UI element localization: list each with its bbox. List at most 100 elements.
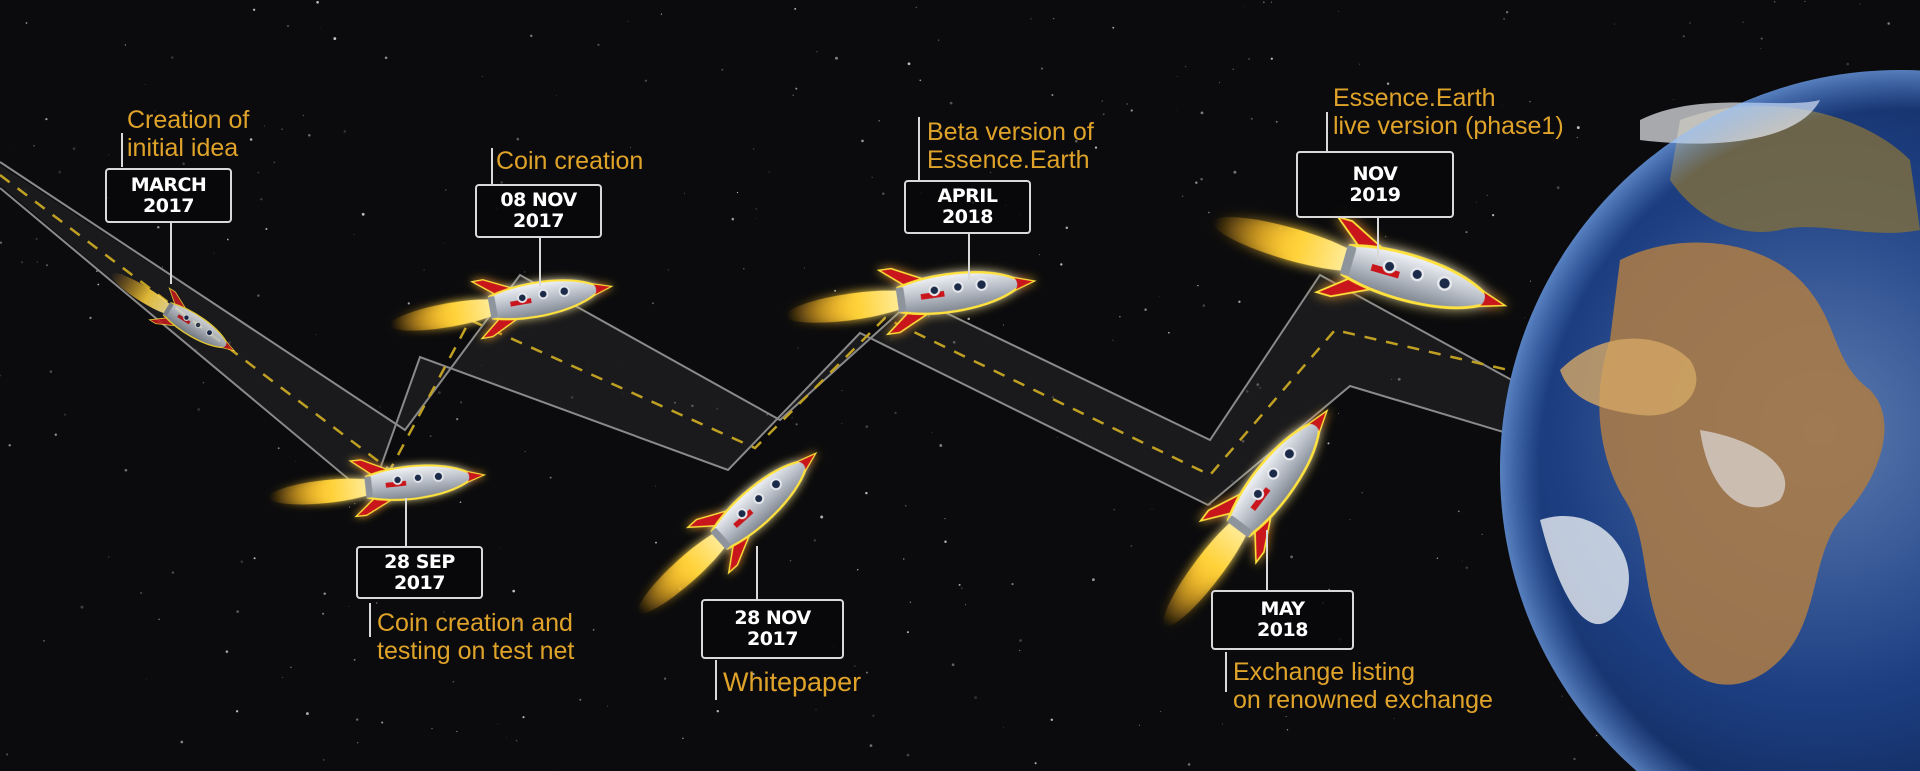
star <box>789 559 792 562</box>
star <box>797 347 799 349</box>
star <box>965 604 966 606</box>
star <box>958 583 961 586</box>
connector-line <box>715 660 717 700</box>
star <box>1243 5 1244 7</box>
star <box>444 189 447 191</box>
connector-line <box>918 117 920 181</box>
star <box>437 391 441 395</box>
connector-line <box>491 148 493 184</box>
star <box>108 154 110 156</box>
star <box>1002 726 1004 728</box>
star <box>522 716 525 719</box>
star <box>944 540 947 544</box>
star <box>1051 93 1054 97</box>
star <box>8 444 11 447</box>
star <box>1187 763 1191 766</box>
star <box>1262 1 1265 4</box>
date-line-1: NOV <box>1352 162 1398 185</box>
star <box>1503 18 1505 20</box>
star <box>1065 226 1069 230</box>
star <box>903 558 905 560</box>
star <box>1202 304 1206 307</box>
star <box>961 587 963 589</box>
star <box>1391 123 1393 124</box>
milestone-date-box: MAY 2018 <box>1211 590 1354 650</box>
star <box>721 68 724 71</box>
star <box>1576 136 1579 139</box>
star <box>1126 103 1128 105</box>
star <box>629 147 631 148</box>
date-line-2: 2017 <box>143 194 194 217</box>
star <box>443 611 445 613</box>
star <box>1760 37 1763 40</box>
star <box>579 698 582 701</box>
star <box>1327 442 1330 445</box>
star <box>1359 63 1360 65</box>
star <box>524 450 526 452</box>
caption-line-2: initial idea <box>127 134 239 162</box>
star <box>1233 170 1237 174</box>
star <box>456 417 459 421</box>
caption-line-1: Whitepaper <box>723 667 862 697</box>
star <box>1465 566 1468 569</box>
star <box>515 739 518 742</box>
date-line-2: 2017 <box>513 210 564 232</box>
star <box>939 444 943 447</box>
milestone-date-box: APRIL 2018 <box>904 180 1031 234</box>
star <box>1160 711 1162 713</box>
star <box>791 417 793 419</box>
connector-line <box>1326 112 1328 152</box>
caption-line-2: testing on test net <box>377 637 575 665</box>
star <box>906 753 910 757</box>
star <box>1354 671 1356 674</box>
star <box>1158 295 1160 297</box>
star <box>0 241 3 244</box>
star <box>97 283 100 286</box>
milestone-date-box: NOV 2019 <box>1296 151 1454 218</box>
star <box>264 125 266 127</box>
star <box>644 79 648 82</box>
milestone-caption: Coin creation and testing on test net <box>377 609 574 665</box>
star <box>225 650 229 653</box>
connector-line <box>968 234 970 282</box>
star <box>990 171 992 173</box>
caption-line-1: Coin creation and <box>377 609 573 637</box>
star <box>1176 109 1178 111</box>
star <box>1524 317 1526 319</box>
star <box>853 665 856 667</box>
star <box>517 619 521 623</box>
star <box>157 225 160 229</box>
star <box>752 148 755 150</box>
star <box>1034 762 1037 765</box>
star <box>359 499 361 501</box>
star <box>315 334 317 336</box>
star <box>1573 757 1576 761</box>
star <box>357 742 359 744</box>
star <box>865 671 868 674</box>
star <box>1113 508 1116 511</box>
star <box>1219 82 1220 84</box>
date-line-1: 28 NOV <box>734 607 811 629</box>
star <box>1011 583 1014 586</box>
star <box>660 13 663 15</box>
star <box>381 721 384 724</box>
star <box>1138 724 1140 726</box>
star <box>459 501 462 503</box>
star <box>871 176 873 178</box>
star <box>1486 194 1488 196</box>
star <box>1338 10 1340 12</box>
star <box>80 605 84 609</box>
star <box>1413 132 1416 135</box>
star <box>348 506 350 508</box>
star <box>967 317 970 321</box>
star <box>1529 100 1531 103</box>
date-line-1: MARCH <box>130 173 207 196</box>
star <box>556 94 558 96</box>
connector-line <box>1266 530 1268 592</box>
star <box>944 517 946 520</box>
star <box>1760 48 1762 49</box>
star <box>1804 0 1806 3</box>
star <box>72 147 76 150</box>
star <box>795 87 798 90</box>
star <box>154 110 156 112</box>
